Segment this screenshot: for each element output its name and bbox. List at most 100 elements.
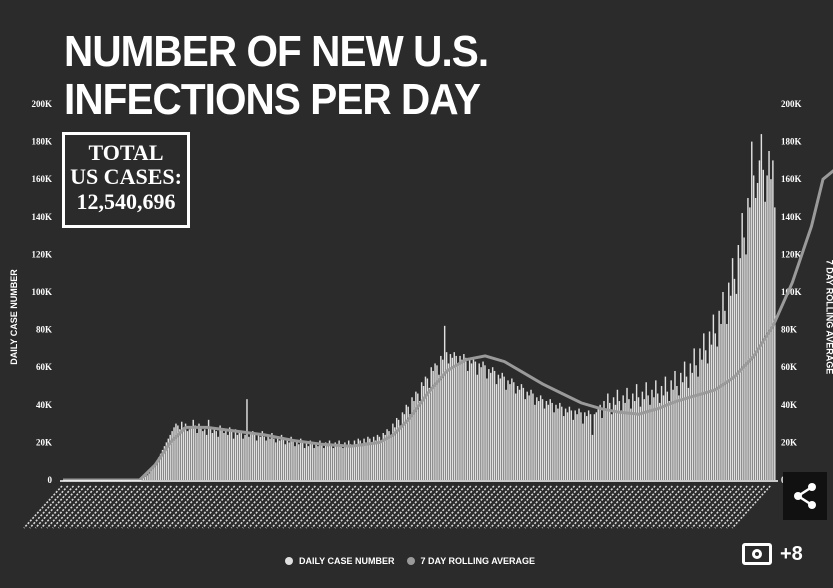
- bar: [440, 355, 442, 480]
- y-tick-left: 80K: [36, 325, 52, 335]
- x-tick-label: [132, 485, 172, 529]
- bar: [275, 442, 277, 480]
- bar: [618, 401, 621, 480]
- bar: [716, 346, 718, 480]
- bar: [196, 433, 198, 480]
- bar: [762, 169, 764, 481]
- bar: [493, 370, 496, 480]
- x-tick-label: [420, 485, 460, 529]
- bar: [413, 401, 415, 480]
- bar: [315, 442, 317, 480]
- x-tick-label: [501, 485, 541, 529]
- x-tick-label: [622, 485, 662, 529]
- x-tick-label: [178, 485, 219, 529]
- camera-icon: [742, 543, 772, 565]
- bar: [737, 245, 740, 480]
- y-tick-right: 160K: [781, 174, 802, 184]
- y-tick-right: 180K: [781, 137, 802, 147]
- bar: [286, 438, 288, 480]
- bar: [495, 384, 498, 480]
- bar: [651, 389, 653, 480]
- bar: [422, 386, 425, 480]
- bar: [605, 408, 607, 480]
- x-tick-label: [518, 485, 558, 529]
- bar: [263, 436, 265, 480]
- x-tick-label: [207, 485, 247, 529]
- x-tick-label: [224, 485, 265, 529]
- bar: [303, 448, 306, 480]
- x-tick-label: [282, 485, 322, 529]
- bar: [280, 434, 283, 480]
- x-tick-label: [512, 485, 552, 529]
- y-tick-left: 120K: [31, 249, 52, 259]
- bar: [536, 397, 538, 480]
- bar: [547, 404, 550, 480]
- bar: [338, 440, 340, 480]
- bar: [244, 434, 246, 480]
- x-tick-label: [403, 485, 443, 529]
- x-tick-label: [328, 485, 368, 529]
- x-tick-label: [697, 485, 737, 529]
- y-tick-left: 180K: [31, 137, 52, 147]
- x-tick-label: [679, 485, 719, 529]
- bar: [513, 382, 515, 480]
- bar: [614, 404, 617, 480]
- bar: [561, 406, 563, 480]
- x-tick-label: [161, 485, 201, 529]
- bar: [720, 323, 722, 480]
- bar: [662, 395, 665, 480]
- us-cases-label: US CASES:: [70, 164, 182, 189]
- bar: [538, 401, 540, 480]
- y-axis-right-title: 7 DAY ROLLING AVERAGE: [824, 260, 833, 375]
- bar: [680, 372, 682, 480]
- bar: [434, 363, 436, 480]
- x-tick-label: [651, 485, 691, 529]
- x-tick-label: [443, 485, 483, 529]
- bar: [461, 359, 463, 480]
- bar: [278, 440, 281, 480]
- bar-series: [138, 134, 776, 481]
- bar: [334, 442, 336, 480]
- bar: [712, 314, 715, 480]
- bar: [332, 448, 335, 480]
- x-tick-label: [656, 485, 696, 529]
- bar: [144, 476, 146, 480]
- x-tick-label: [294, 485, 334, 529]
- x-tick-label: [461, 485, 501, 529]
- bar: [549, 399, 551, 480]
- bar: [267, 434, 269, 480]
- x-tick-label: [259, 485, 299, 529]
- bar: [735, 293, 738, 480]
- x-tick-label: [478, 485, 518, 529]
- bar: [349, 444, 352, 480]
- bar: [240, 433, 242, 480]
- x-tick-label: [628, 485, 668, 529]
- x-tick-label: [674, 485, 714, 529]
- bar: [657, 393, 659, 480]
- bar: [238, 431, 241, 480]
- bar: [186, 431, 189, 480]
- bar: [674, 370, 676, 480]
- bar: [181, 421, 183, 480]
- bar: [534, 404, 536, 480]
- bar: [250, 433, 252, 480]
- bar: [372, 436, 375, 480]
- legend-average-label: 7 DAY ROLLING AVERAGE: [420, 556, 536, 566]
- x-tick-label: [558, 485, 599, 529]
- share-button[interactable]: [783, 472, 827, 520]
- bar: [357, 438, 360, 480]
- x-tick-label: [610, 485, 650, 529]
- bar: [704, 350, 707, 480]
- bar: [754, 198, 757, 480]
- x-tick-label: [414, 485, 455, 529]
- x-tick-label: [121, 485, 161, 529]
- bar: [177, 425, 179, 480]
- bar: [384, 434, 386, 480]
- bar: [572, 419, 574, 480]
- bar: [653, 397, 655, 480]
- y-axis-left: 0 20K 40K 60K 80K 100K 120K 140K 160K 180K 200K: [31, 99, 52, 485]
- photo-gallery-button[interactable]: +8: [742, 535, 828, 573]
- bar: [347, 440, 350, 480]
- y-tick-right: 80K: [781, 325, 797, 335]
